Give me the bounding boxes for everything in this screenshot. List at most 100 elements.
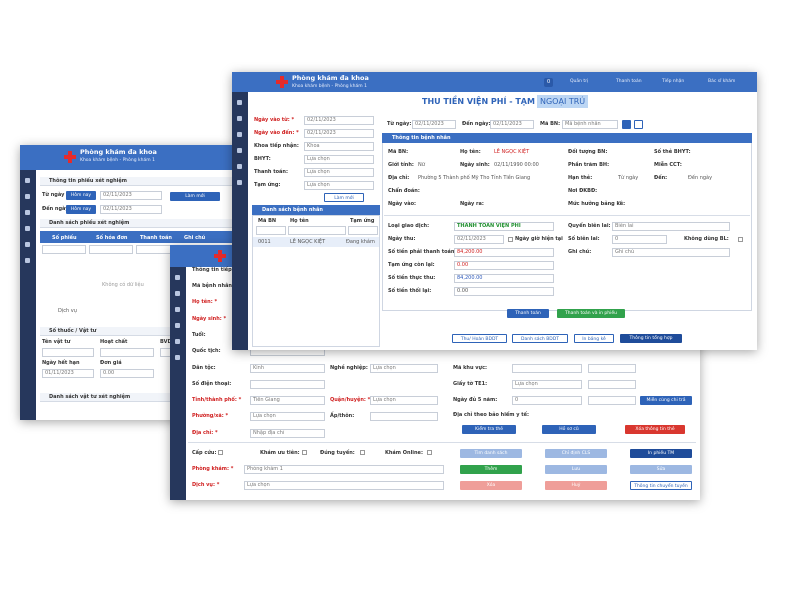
payment-window: Phòng khám đa khoa Khoa khám bệnh - Phòng… <box>232 72 757 350</box>
field-label: Đến: <box>654 175 668 181</box>
sidebar-icon <box>25 178 30 183</box>
input-field[interactable] <box>588 380 636 389</box>
button[interactable]: Lưu <box>545 465 607 474</box>
input-field[interactable] <box>512 364 582 373</box>
input-field[interactable] <box>89 245 133 254</box>
input-field[interactable]: Kinh <box>250 363 325 373</box>
field-value: Từ ngày <box>618 175 639 181</box>
button[interactable]: Thông tin chuyển tuyến <box>630 481 692 490</box>
input-field[interactable] <box>256 226 286 235</box>
button[interactable]: Sửa <box>630 465 692 474</box>
input-field[interactable]: Tiền Giang <box>250 396 325 406</box>
button[interactable]: Tìm danh sách <box>460 449 522 458</box>
section-header: Số thuốc / Vật tư <box>40 327 232 336</box>
input-field[interactable] <box>348 226 378 235</box>
button[interactable]: Hồ sơ cũ <box>542 425 596 434</box>
button[interactable]: Miễn cùng chi trả <box>640 396 692 405</box>
menu-item[interactable]: Bác sĩ khám <box>708 79 736 84</box>
button[interactable]: Chỉ định CLS <box>545 449 607 458</box>
sidebar-icon <box>237 132 242 137</box>
settings-button[interactable] <box>634 120 643 129</box>
menu-item[interactable]: Quản trị <box>570 79 589 84</box>
input-field[interactable]: Biên lai <box>612 222 730 231</box>
input-field[interactable]: 0.00 <box>454 261 554 270</box>
input-field[interactable]: 02/11/2023 <box>412 120 456 129</box>
button[interactable]: Xóa thông tin thẻ <box>625 425 685 434</box>
button[interactable]: Xóa <box>460 481 522 490</box>
input-field[interactable] <box>370 412 438 422</box>
field-value: Đến ngày <box>688 175 713 181</box>
menu-item[interactable]: Tiếp nhận <box>662 79 685 84</box>
button[interactable]: Hôm nay <box>66 191 96 200</box>
menu-item[interactable]: Thanh toán <box>616 79 642 84</box>
patient-list <box>252 215 380 347</box>
button[interactable]: Thông tin tổng hợp <box>620 334 682 343</box>
input-field[interactable]: 0.00 <box>454 287 554 296</box>
input-field[interactable]: Mã bệnh nhân <box>562 120 618 129</box>
sidebar <box>170 267 186 500</box>
input-field[interactable]: 84,200.00 <box>454 248 554 257</box>
button[interactable]: Làm mới <box>170 192 220 201</box>
button[interactable]: Thanh toán và in phiếu <box>557 309 625 318</box>
input-field[interactable]: 02/11/2023 <box>100 191 162 200</box>
button[interactable]: In bảng kê <box>574 334 614 343</box>
field-label: Đến ngày: <box>462 121 491 127</box>
logo <box>214 254 226 258</box>
input-field[interactable]: 02/11/2023 <box>100 205 162 214</box>
input-field[interactable]: Lựa chọn <box>370 396 438 406</box>
input-field[interactable]: Lựa chọn <box>250 412 325 422</box>
input-field[interactable]: 0 <box>612 235 667 244</box>
checkbox <box>427 450 432 455</box>
input-field[interactable]: Lựa chọn <box>304 155 374 164</box>
section-header: Danh sách phiếu xét nghiệm <box>40 219 232 228</box>
search-button[interactable] <box>622 120 631 129</box>
input-field[interactable] <box>250 379 325 389</box>
field-label: Tỉnh/thành phố: * <box>192 397 242 404</box>
input-field[interactable]: 01/11/2023 <box>42 369 94 378</box>
input-field[interactable]: Lựa chọn <box>304 181 374 190</box>
separator <box>188 442 696 443</box>
input-field[interactable]: Lựa chọn <box>370 363 438 373</box>
field-label: Tuổi: <box>192 331 206 338</box>
button[interactable]: Hôm nay <box>66 205 96 214</box>
field-label: Ngày vào: <box>388 201 417 207</box>
button[interactable]: Huỷ <box>545 481 607 490</box>
input-field[interactable]: 0.00 <box>100 369 154 378</box>
input-field[interactable]: 02/11/2023 <box>304 129 374 138</box>
input-field[interactable] <box>288 226 346 235</box>
button[interactable]: Thu/ Hoàn BDDT <box>452 334 507 343</box>
input-field[interactable] <box>100 348 154 357</box>
input-field[interactable] <box>588 364 636 373</box>
input-field[interactable]: Nhập địa chỉ <box>250 428 325 438</box>
input-field[interactable]: 02/11/2023 <box>490 120 534 129</box>
input-field[interactable] <box>588 396 636 405</box>
notification-badge[interactable]: 0 <box>544 78 554 87</box>
button[interactable]: In phiếu TM <box>630 449 692 458</box>
section-header: Danh sách vật tư xét nghiệm <box>40 393 232 402</box>
field-label: Ngày thu: <box>388 236 416 242</box>
button[interactable]: Làm mới <box>324 193 364 202</box>
input-field[interactable]: Lựa chọn <box>304 168 374 177</box>
input-field[interactable]: Khoa <box>304 142 374 151</box>
input-field[interactable] <box>42 348 94 357</box>
input-field[interactable]: Lựa chọn <box>512 380 582 389</box>
field-label: Nghề nghiệp: <box>330 364 368 371</box>
field-label: Phần trăm BH: <box>568 162 610 168</box>
tab[interactable]: NGOẠI TRÚ <box>537 95 589 108</box>
button[interactable]: Thêm <box>460 465 522 474</box>
input-field[interactable]: Phòng khám 1 <box>244 465 444 474</box>
sidebar <box>232 92 248 350</box>
field-label: BHYT: <box>254 156 271 162</box>
input-field[interactable]: THANH TOÁN VIỆN PHÍ <box>454 222 554 231</box>
input-field[interactable]: Lựa chọn <box>244 481 444 490</box>
input-field[interactable]: 84,200.00 <box>454 274 554 283</box>
input-field[interactable]: 0 <box>512 396 582 405</box>
input-field[interactable]: 02/11/2023 <box>304 116 374 125</box>
input-field[interactable]: Ghi chú <box>612 248 730 257</box>
button[interactable]: Thanh toán <box>507 309 549 318</box>
input-field[interactable]: 02/11/2023 <box>454 235 504 244</box>
button[interactable]: Kiểm tra thẻ <box>462 425 516 434</box>
input-field[interactable] <box>42 245 86 254</box>
button[interactable]: Danh sách BDDT <box>512 334 568 343</box>
field-label: Đối tượng BN: <box>568 149 608 155</box>
